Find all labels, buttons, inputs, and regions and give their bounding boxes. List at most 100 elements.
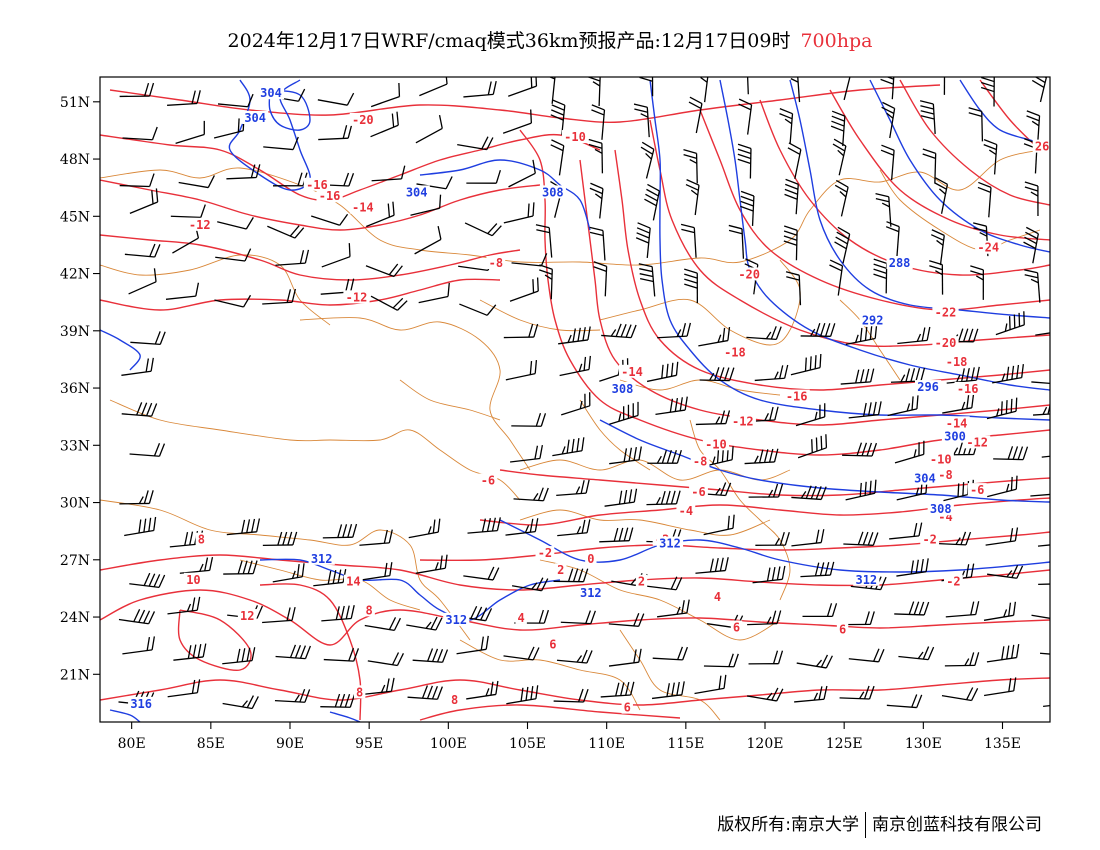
wind-barb [639, 77, 654, 97]
contour-label-bg [618, 364, 646, 378]
map-frame [99, 76, 1051, 723]
wind-barb [608, 613, 645, 627]
contour-label-bg [859, 313, 886, 327]
wind-barb [129, 443, 166, 457]
wind-barb [684, 268, 699, 304]
wind-barb [652, 646, 689, 661]
height-contour-line [109, 709, 141, 722]
wind-barb [942, 394, 975, 414]
wind-barb [226, 518, 261, 536]
contour-label-bg [702, 437, 730, 451]
wind-barb [968, 107, 984, 142]
boundary-line [519, 509, 771, 536]
lat-tick-label: 48N [60, 152, 90, 168]
wind-barb [843, 77, 853, 101]
lon-tick-label: 80E [118, 736, 146, 752]
wind-barb [646, 490, 681, 506]
wind-barb [274, 688, 311, 703]
contour-label: 8 [356, 685, 363, 699]
wind-barb [124, 243, 161, 258]
contour-label-bg [941, 429, 969, 443]
wind-barb [129, 188, 159, 215]
wind-barb [609, 401, 639, 425]
boundary-line [879, 169, 1041, 251]
contour-label: -8 [489, 256, 503, 270]
wind-barb [1031, 614, 1050, 621]
contour-label-bg [443, 612, 470, 626]
wind-barb [944, 652, 980, 667]
contour-label-bg [927, 502, 954, 516]
wind-barb [935, 531, 972, 546]
wind-barb [930, 229, 945, 266]
wind-barb [419, 77, 448, 97]
wind-barb [1035, 319, 1050, 336]
contour-label-bg [555, 563, 567, 577]
wind-barb [370, 295, 408, 311]
wind-barb [167, 90, 201, 106]
wind-barb [980, 77, 995, 107]
height-contour-line [649, 79, 1050, 421]
wind-barb [262, 606, 296, 624]
wind-barb [1041, 453, 1050, 458]
wind-barb [680, 223, 697, 258]
contour-label: 6 [549, 638, 556, 652]
contour-label-bg [561, 130, 589, 144]
wind-barb [787, 142, 802, 179]
wind-barb [217, 93, 254, 108]
wind-barb [934, 177, 949, 214]
wind-barb [740, 190, 755, 226]
lon-tick-label: 95E [355, 736, 383, 752]
wind-barb [119, 173, 155, 188]
wind-barb [970, 265, 984, 300]
wind-barb [410, 194, 442, 216]
wind-barb [556, 649, 593, 664]
contour-label: -2 [538, 546, 552, 560]
footer: 版权所有:南京大学 南京创蓝科技有限公司 [717, 810, 1042, 838]
copyright-text: 版权所有:南京大学 [717, 815, 859, 835]
wind-barb [539, 264, 553, 300]
wind-barb [456, 635, 489, 655]
wind-barb [128, 268, 157, 295]
contour-label: 312 [445, 613, 467, 627]
height-contour-line [499, 519, 1050, 573]
wind-barb [313, 568, 347, 587]
wind-barb [941, 687, 979, 702]
lat-tick-label: 36N [60, 381, 90, 397]
contour-label-bg [303, 177, 331, 191]
contour-label: 312 [311, 552, 333, 566]
wind-barb [848, 401, 882, 419]
wind-barb [122, 636, 156, 655]
lat-tick-label: 33N [60, 438, 90, 454]
contour-label-bg [257, 86, 285, 100]
wind-barb [370, 111, 399, 138]
contour-label: -8 [938, 468, 952, 482]
contour-label: -2 [946, 575, 960, 589]
wind-barb [272, 563, 305, 583]
contour-label-bg [932, 336, 959, 350]
contour-label: 316 [130, 697, 152, 711]
wind-barb [593, 261, 608, 297]
contour-label: -16 [319, 189, 341, 203]
wind-barb [703, 653, 739, 668]
contour-label: -14 [621, 365, 643, 379]
contour-label-bg [585, 551, 597, 565]
wind-barb [371, 165, 406, 182]
wind-barb [1031, 381, 1050, 385]
wind-barb [359, 529, 393, 546]
wind-barb [943, 77, 946, 95]
height-contour-line [599, 419, 1050, 503]
lon-tick-label: 90E [276, 736, 304, 752]
wind-barb [881, 101, 896, 139]
wind-barb [992, 364, 1024, 384]
isotherm-line [479, 497, 1050, 526]
isotherm-line [100, 278, 501, 311]
contour-label: 26 [1035, 140, 1049, 154]
contour-label-bg [184, 572, 203, 586]
contour-label: 8 [451, 693, 458, 707]
wind-barb [467, 517, 501, 534]
lat-tick-label: 30N [60, 496, 90, 512]
wind-barb [885, 221, 900, 257]
wind-barb [977, 181, 992, 218]
contour-label: 304 [244, 111, 266, 125]
wind-barb [552, 437, 585, 457]
